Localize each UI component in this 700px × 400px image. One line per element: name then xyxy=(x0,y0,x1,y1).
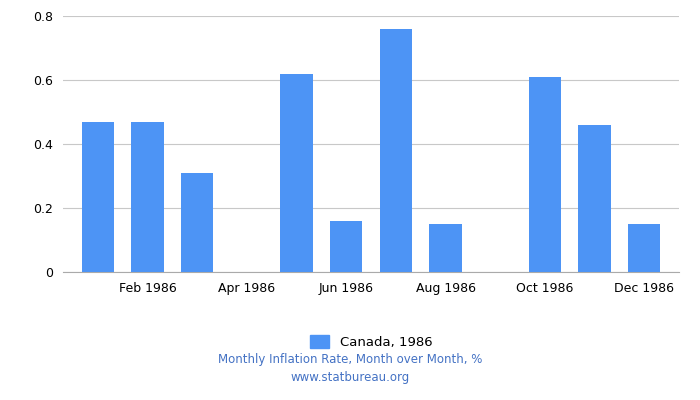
Bar xyxy=(82,122,114,272)
Bar xyxy=(181,173,214,272)
Bar xyxy=(379,29,412,272)
Text: Monthly Inflation Rate, Month over Month, %: Monthly Inflation Rate, Month over Month… xyxy=(218,354,482,366)
Bar xyxy=(429,224,462,272)
Legend: Canada, 1986: Canada, 1986 xyxy=(309,335,433,349)
Bar xyxy=(628,224,660,272)
Bar xyxy=(578,125,610,272)
Bar xyxy=(132,122,164,272)
Bar xyxy=(528,77,561,272)
Bar xyxy=(280,74,313,272)
Bar xyxy=(330,221,363,272)
Text: www.statbureau.org: www.statbureau.org xyxy=(290,372,410,384)
